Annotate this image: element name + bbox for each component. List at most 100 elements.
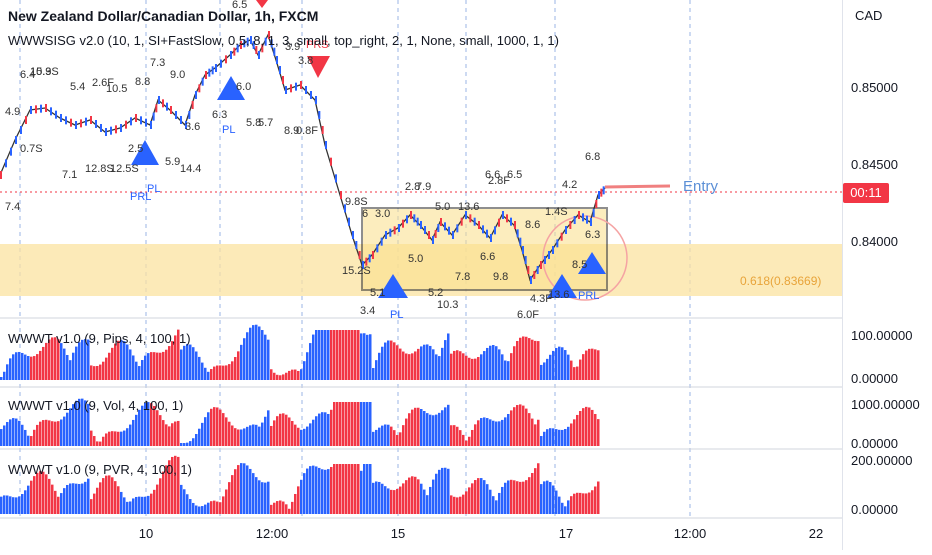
symbol-title[interactable]: New Zealand Dollar/Canadian Dollar, 1h, … [8,8,319,24]
histogram-bar [204,504,207,514]
histogram-bar [57,421,60,446]
histogram-bar [183,443,186,446]
histogram-bar [78,342,81,380]
candle [240,41,242,49]
histogram-bar [345,402,348,446]
histogram-bar [222,413,225,446]
histogram-bar [414,476,417,514]
histogram-bar [516,341,519,380]
histogram-bar [183,489,186,514]
candle [85,117,87,126]
histogram-bar [165,424,168,446]
candle [230,51,232,59]
histogram-bar [303,361,306,380]
histogram-bar [159,478,162,514]
histogram-bar [243,338,246,380]
candle [201,77,204,86]
candle [465,211,467,219]
histogram-bar [342,464,345,514]
histogram-bar [219,502,222,514]
histogram-bar [27,485,30,514]
histogram-bar [132,355,135,380]
time-tick: 15 [390,526,406,541]
pane-3-max: 200.00000 [851,453,913,468]
wave-label: 7.3 [150,57,165,69]
histogram-bar [531,339,534,380]
histogram-bar [501,419,504,446]
histogram-bar [132,419,135,446]
histogram-bar [369,334,372,380]
histogram-bar [387,424,390,446]
histogram-bar [558,346,561,380]
time-tick: 12:00 [673,526,707,541]
histogram-bar [171,423,174,446]
candle [452,231,454,239]
histogram-bar [297,427,300,446]
histogram-bar [594,349,597,380]
chart-area[interactable]: 10.9S 6.4 5.4 2.6F 10.5 8.8 9.0 7.3 6.5 4.9 0.7S 7.… [0,0,842,550]
histogram-bar [276,374,279,380]
histogram-bar [273,372,276,380]
pane-3-legend[interactable]: WWWT v1.0 (9, PVR, 4, 100, 1) [8,462,192,477]
histogram-bar [462,353,465,380]
histogram-bar [543,481,546,514]
pane-1-legend[interactable]: WWWT v1.0 (9, Pips, 4, 100, 1) [8,331,191,346]
wave-label: 10.3 [437,299,458,311]
candle [175,111,177,119]
histogram-bar [294,493,297,514]
histogram-bar [477,357,480,380]
histogram-bar [72,483,75,514]
candle [473,217,476,226]
candle [273,47,276,56]
histogram-bar [108,352,111,380]
histogram-bar [30,356,33,380]
histogram-bar [303,473,306,514]
histogram-bar [390,340,393,380]
wave-label: 5.0 [408,253,423,265]
histogram-bar [552,350,555,380]
histogram-bar [276,416,279,446]
histogram-bar [507,414,510,446]
histogram-bar [156,410,159,446]
histogram-bar [537,463,540,514]
indicator-legend[interactable]: WWWSISG v2.0 (10, 1, SI+FastSlow, 0.5, 8… [8,33,559,48]
histogram-bar [267,481,270,514]
histogram-bar [558,496,561,514]
wave-label: 2.8 [405,181,420,193]
price-axis[interactable]: CAD 0.85000 0.84500 0.84000 00:11 100.00… [842,0,932,550]
candle [5,159,7,168]
candle [335,174,337,183]
histogram-bar [312,465,315,514]
histogram-bar [390,426,393,446]
candle [344,204,346,213]
histogram-bar [231,361,234,380]
histogram-bar [474,480,477,514]
histogram-bar [33,429,36,446]
wave-label: 10.9S [30,66,59,78]
histogram-bar [483,417,486,446]
histogram-bar [0,429,3,446]
histogram-bar [519,404,522,446]
histogram-bar [42,420,45,446]
histogram-bar [234,469,237,514]
histogram-bar [30,436,33,446]
histogram-bar [564,350,567,380]
histogram-bar [450,495,453,514]
histogram-bar [444,407,447,446]
histogram-bar [366,464,369,514]
histogram-bar [66,484,69,514]
histogram-bar [30,480,33,514]
histogram-bar [384,342,387,380]
wave-label: 7.1 [62,169,77,181]
time-tick: 17 [558,526,574,541]
histogram-bar [498,349,501,380]
histogram-bar [393,342,396,380]
wave-label: 0.8F [296,125,318,137]
histogram-bar [522,405,525,446]
histogram-bar [585,350,588,380]
histogram-bar [318,413,321,446]
candle [75,121,77,129]
pane-2-legend[interactable]: WWWT v1.0 (9, Vol, 4, 100, 1) [8,398,184,413]
signal-label: PRL [578,290,599,302]
